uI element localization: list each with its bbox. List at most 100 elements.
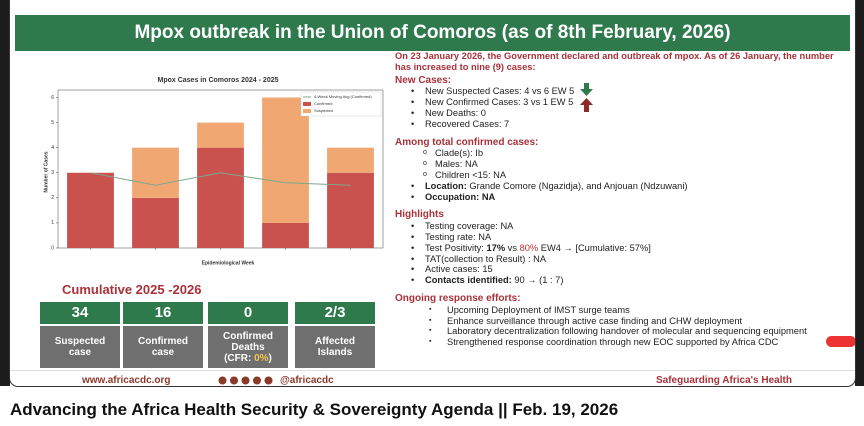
list-item: Children <15: NA <box>395 170 850 181</box>
list-item: Males: NA <box>395 159 850 170</box>
summary: On 23 January 2026, the Government decla… <box>395 51 850 356</box>
item-text: New Confirmed Cases: 3 vs 1 EW 5 <box>425 97 574 108</box>
slogan: Safeguarding Africa's Health <box>656 375 792 386</box>
stat-label-box: Confirmed case <box>123 326 203 368</box>
bar <box>327 172 374 248</box>
legend-label: Confirmed <box>314 101 332 106</box>
y-tick-label: 4 <box>51 145 54 151</box>
section-title: Among total confirmed cases: <box>395 136 539 148</box>
list-item: Strengthened response coordination throu… <box>395 337 850 348</box>
down-arrow <box>580 83 593 96</box>
list-item: New Confirmed Cases: 3 vs 1 EW 5 <box>395 97 850 108</box>
stat-label: Affected Islands <box>314 336 355 358</box>
list-item: Testing coverage: NA <box>395 221 850 232</box>
stat-label: Confirmed case <box>138 336 188 358</box>
stat-label-box: Confirmed Deaths (CFR: 0%) <box>208 326 288 368</box>
item-text: Testing rate: NA <box>425 231 492 242</box>
stat-card: 16 Confirmed case <box>123 302 203 368</box>
list-item: TAT(collection to Result) : NA <box>395 254 850 265</box>
chart-title: Mpox Cases in Comoros 2024 - 2025 <box>158 77 279 84</box>
list-item: Clade(s): Ib <box>395 148 850 159</box>
item-text: New Deaths: 0 <box>425 107 486 118</box>
item-bold: Occupation: NA <box>425 191 496 202</box>
up-arrow <box>580 98 593 112</box>
section-title: Ongoing response efforts: <box>395 292 521 304</box>
item-text: Recovered Cases: 7 <box>425 118 510 129</box>
stat-value: 0 <box>208 302 288 324</box>
item-text: Strengthened response coordination throu… <box>447 337 779 348</box>
chart: Mpox Cases in Comoros 2024 - 2025 Epidem… <box>43 77 384 266</box>
y-tick-label: 0 <box>51 245 54 251</box>
item-bold: Contacts identified: <box>425 275 512 286</box>
stat-value: 34 <box>40 302 120 324</box>
item-text: Testing coverage: NA <box>425 221 514 232</box>
y-tick-label: 1 <box>51 220 54 226</box>
bar <box>327 147 374 173</box>
x-axis-label: Epidemiological Week <box>202 260 255 266</box>
stat-card: 0 Confirmed Deaths (CFR: 0%) <box>208 302 288 368</box>
handle: @africacdc <box>280 375 334 386</box>
legend-label: 4-Week Moving Avg (Confirmed) <box>314 94 372 99</box>
bar <box>197 147 244 248</box>
stat-label: Suspected case <box>54 336 106 358</box>
y-tick-label: 5 <box>51 120 54 126</box>
list-item: Recovered Cases: 7 <box>395 119 850 130</box>
bar <box>197 122 244 148</box>
legend-swatch <box>303 102 311 106</box>
bar <box>132 147 179 198</box>
badge <box>826 336 855 347</box>
intro: On 23 January 2026, the Government decla… <box>395 51 834 72</box>
y-axis-label: Number of Cases <box>43 151 49 192</box>
list-item: Test Positivity: 17% vs 80% EW4 → [Cumul… <box>395 243 850 254</box>
item-bold: Location: <box>425 180 467 191</box>
stat-label-box: Suspected case <box>40 326 120 368</box>
item-text: Clade(s): Ib <box>435 148 484 159</box>
stat-label-box: Affected Islands <box>295 326 375 368</box>
legend-label: Suspected <box>314 108 333 113</box>
y-tick-label: 2 <box>51 195 54 201</box>
bar <box>132 197 179 248</box>
section: New Cases:New Suspected Cases: 4 vs 6 EW… <box>395 75 850 130</box>
slide-title: Mpox outbreak in the Union of Comoros (a… <box>15 15 850 51</box>
item-text: Enhance surveillance through active case… <box>447 315 743 326</box>
list-item: Enhance surveillance through active case… <box>395 316 850 327</box>
item-text: Upcoming Deployment of IMST surge teams <box>447 304 630 315</box>
item-text: New Suspected Cases: 4 vs 6 EW 5 <box>425 86 575 97</box>
list-item: Location: Grande Comore (Ngazidja), and … <box>395 181 850 192</box>
item-text: Males: NA <box>435 159 478 170</box>
item-text: vs <box>505 242 520 253</box>
item-text: Active cases: 15 <box>425 264 493 275</box>
note-highlight: 0% <box>254 352 269 364</box>
stat-value: 2/3 <box>295 302 375 324</box>
frame <box>855 0 864 386</box>
bar <box>67 172 114 248</box>
item-text: Test Positivity: <box>425 242 487 253</box>
section: HighlightsTesting coverage: NATesting ra… <box>395 210 850 286</box>
legend-box <box>300 91 382 117</box>
item-text: 90 → (1 : 7) <box>511 275 564 286</box>
bar <box>262 222 309 248</box>
slide: Mpox outbreak in the Union of Comoros (a… <box>10 0 855 386</box>
item-bold: 17% <box>486 242 506 253</box>
line <box>90 172 351 186</box>
video-title: Advancing the Africa Health Security & S… <box>10 400 619 419</box>
item-text: Laboratory decentralization following ha… <box>447 326 807 337</box>
stat-value: 16 <box>123 302 203 324</box>
list-item: New Suspected Cases: 4 vs 6 EW 5 <box>395 86 850 97</box>
item-text: TAT(collection to Result) : NA <box>425 253 547 264</box>
section: Ongoing response efforts:Upcoming Deploy… <box>395 292 850 348</box>
item-text: EW4 → [Cumulative: 57%] <box>538 242 651 253</box>
bar <box>262 97 309 223</box>
list-item: Contacts identified: 90 → (1 : 7) <box>395 275 850 286</box>
list-item: Laboratory decentralization following ha… <box>395 326 850 337</box>
social-icons <box>218 376 273 385</box>
footer: www.africacdc.org @africacdc Safeguardin… <box>10 370 855 386</box>
stat-note: (CFR: 0%) <box>208 353 288 364</box>
list-item: Testing rate: NA <box>395 232 850 243</box>
y-tick-label: 6 <box>51 95 54 101</box>
website: www.africacdc.org <box>82 375 171 386</box>
list-item: New Deaths: 0 <box>395 108 850 119</box>
list-item: Upcoming Deployment of IMST surge teams <box>395 305 850 316</box>
stat-label: Confirmed Deaths <box>223 330 273 353</box>
note-text: ) <box>268 352 272 364</box>
